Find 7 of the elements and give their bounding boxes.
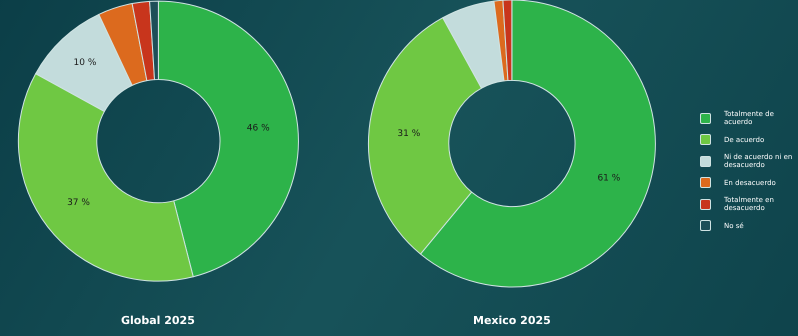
data-label: 46 % — [246, 123, 270, 134]
data-label: 61 % — [597, 173, 621, 184]
data-label: 37 % — [67, 198, 90, 208]
slice-label: Mexico 2025 — [473, 314, 551, 327]
data-label: 31 % — [397, 128, 421, 139]
slice-label: Global 2025 — [121, 314, 195, 327]
data-label: 10 % — [74, 58, 97, 68]
